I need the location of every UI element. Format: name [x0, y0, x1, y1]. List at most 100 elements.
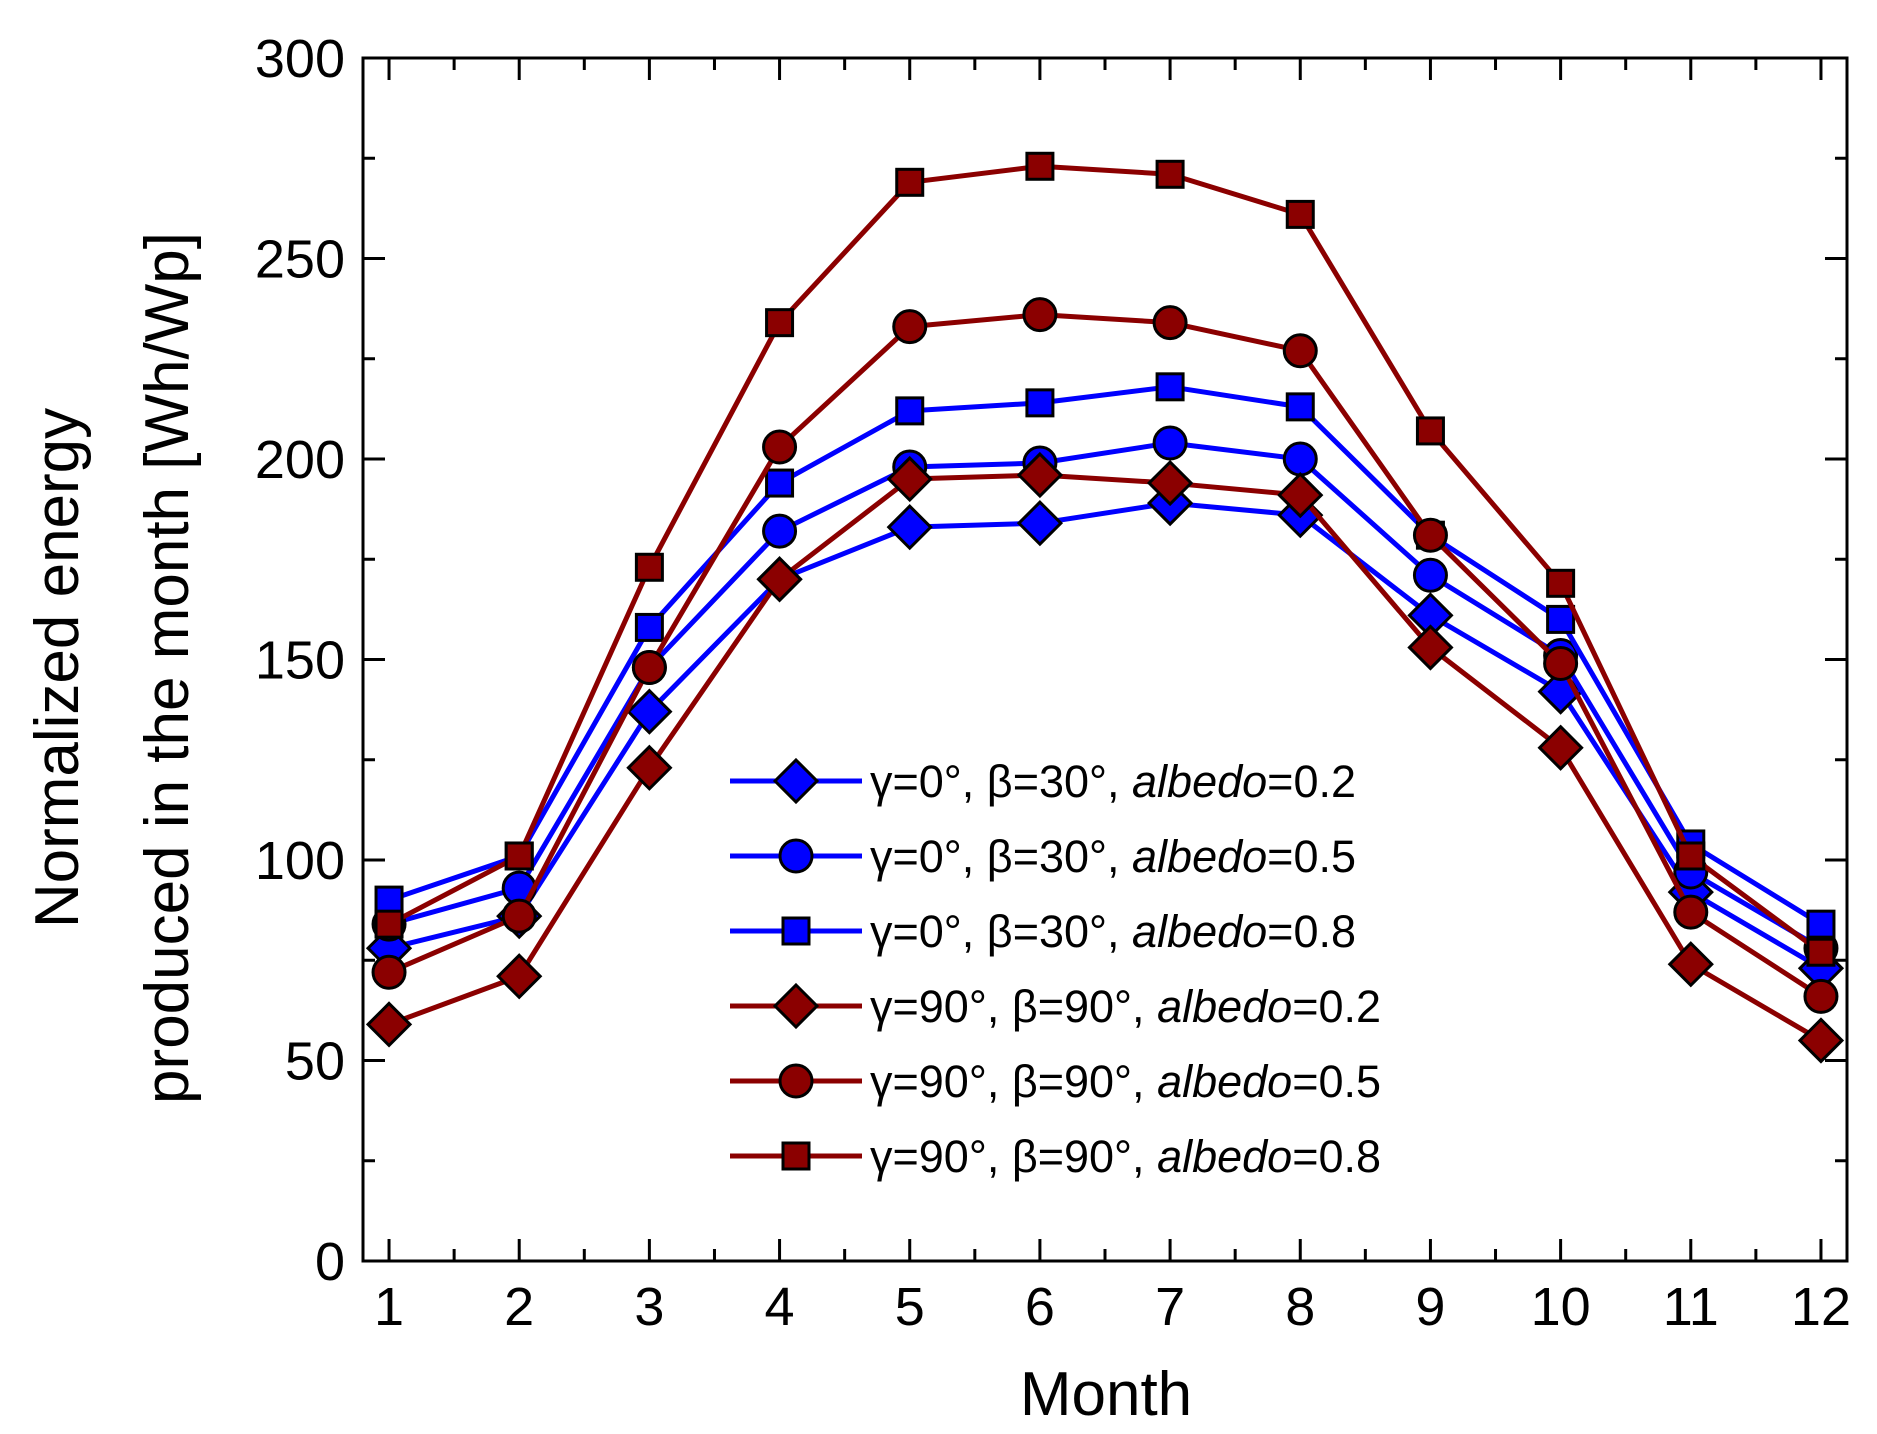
data-point	[1676, 841, 1706, 871]
legend-label-italic: albedo	[1132, 906, 1267, 957]
y-tick-label: 250	[255, 230, 345, 290]
data-point	[1146, 459, 1194, 507]
data-point	[496, 953, 543, 1000]
data-point	[1277, 471, 1324, 519]
legend-label-prefix: γ=90°, β=90°,	[870, 981, 1157, 1032]
legend-label: γ=90°, β=90°, albedo=0.8	[870, 1131, 1381, 1182]
x-tick-label: 1	[374, 1277, 404, 1337]
legend-label-prefix: γ=0°, β=30°,	[870, 756, 1132, 807]
data-point	[756, 556, 803, 603]
data-point	[365, 1001, 413, 1048]
series-line	[388, 500, 1823, 971]
legend-label-prefix: γ=0°, β=30°,	[870, 906, 1132, 957]
data-point	[1016, 451, 1064, 499]
x-axis-title: Month	[1020, 1360, 1192, 1429]
y-tick-label: 50	[285, 1032, 345, 1092]
data-point	[1803, 978, 1839, 1014]
data-point	[892, 309, 928, 345]
data-point	[1282, 333, 1318, 369]
legend-label-prefix: γ=0°, β=30°,	[870, 831, 1132, 882]
data-point	[1546, 568, 1576, 598]
series-line	[387, 163, 1823, 955]
y-axis-title-line1: Normalized energy	[23, 408, 92, 928]
data-point	[1285, 199, 1315, 229]
data-point	[1155, 159, 1185, 189]
data-point	[1016, 500, 1064, 547]
legend-label-suffix: =0.5	[1292, 1056, 1381, 1107]
series-line	[388, 384, 1823, 927]
legend-label: γ=0°, β=30°, albedo=0.8	[870, 906, 1356, 957]
data-point	[895, 167, 925, 197]
data-point	[1667, 941, 1714, 988]
x-tick-label: 9	[1415, 1277, 1445, 1337]
legend-label-suffix: =0.2	[1267, 756, 1356, 807]
legend-item: γ=0°, β=30°, albedo=0.2	[730, 756, 1356, 807]
series-line	[388, 312, 1823, 999]
series-s6	[374, 151, 1836, 967]
data-point	[1537, 724, 1584, 771]
x-tick-label: 4	[765, 1277, 795, 1337]
data-point	[1415, 416, 1445, 446]
legend-marker	[781, 916, 811, 946]
data-point	[886, 504, 933, 551]
data-point	[1412, 557, 1448, 593]
data-point	[371, 954, 407, 990]
y-tick-label: 300	[255, 29, 345, 89]
legend: γ=0°, β=30°, albedo=0.2γ=0°, β=30°, albe…	[730, 756, 1381, 1182]
legend-label-suffix: =0.8	[1267, 906, 1356, 957]
y-tick-label: 100	[255, 831, 345, 891]
x-tick-label: 7	[1155, 1277, 1185, 1337]
legend-label-italic: albedo	[1157, 1056, 1292, 1107]
legend-label-suffix: =0.2	[1292, 981, 1381, 1032]
legend-marker	[778, 1063, 814, 1099]
x-tick-label: 6	[1025, 1277, 1055, 1337]
data-point	[1282, 441, 1318, 477]
data-point	[1543, 646, 1579, 682]
legend-marker	[772, 757, 820, 805]
legend-label-prefix: γ=90°, β=90°,	[870, 1131, 1157, 1182]
data-point	[634, 612, 664, 642]
legend-item: γ=0°, β=30°, albedo=0.8	[730, 906, 1356, 957]
data-point	[1806, 909, 1836, 939]
legend-item: γ=0°, β=30°, albedo=0.5	[730, 831, 1356, 882]
series-line	[388, 472, 1823, 1043]
y-tick-label: 200	[255, 430, 345, 490]
legend-label-italic: albedo	[1157, 1131, 1292, 1182]
x-tick-label: 10	[1531, 1277, 1591, 1337]
legend-label-suffix: =0.5	[1267, 831, 1356, 882]
data-point	[501, 898, 537, 934]
data-point	[1797, 1017, 1845, 1064]
legend-label: γ=0°, β=30°, albedo=0.2	[870, 756, 1356, 807]
legend-item: γ=90°, β=90°, albedo=0.5	[730, 1056, 1381, 1107]
data-point	[765, 468, 795, 498]
data-point	[374, 909, 404, 939]
x-tick-label: 11	[1663, 1277, 1719, 1337]
legend-label: γ=90°, β=90°, albedo=0.5	[870, 1056, 1381, 1107]
plot-frame	[361, 56, 1849, 1263]
data-point	[631, 650, 667, 686]
data-point	[626, 688, 673, 735]
data-point	[762, 513, 798, 549]
plot-area	[365, 151, 1845, 1064]
data-point	[1806, 937, 1836, 967]
data-point	[1407, 624, 1454, 671]
x-tick-label: 5	[895, 1277, 925, 1337]
data-point	[1155, 372, 1185, 402]
data-point	[765, 308, 795, 338]
legend-label-prefix: γ=90°, β=90°,	[870, 1056, 1157, 1107]
series-s5	[371, 297, 1839, 1014]
x-tick-label: 3	[634, 1277, 664, 1337]
data-point	[1285, 392, 1315, 422]
data-point	[886, 455, 933, 503]
data-point	[762, 429, 798, 465]
data-point	[1673, 894, 1709, 930]
data-point	[1412, 517, 1448, 553]
data-point	[504, 841, 534, 871]
x-tick-label: 2	[504, 1277, 534, 1337]
legend-label-italic: albedo	[1132, 756, 1267, 807]
legend-label-italic: albedo	[1132, 831, 1267, 882]
y-tick-label: 150	[255, 631, 345, 691]
legend-label: γ=0°, β=30°, albedo=0.5	[870, 831, 1356, 882]
data-point	[895, 396, 925, 426]
